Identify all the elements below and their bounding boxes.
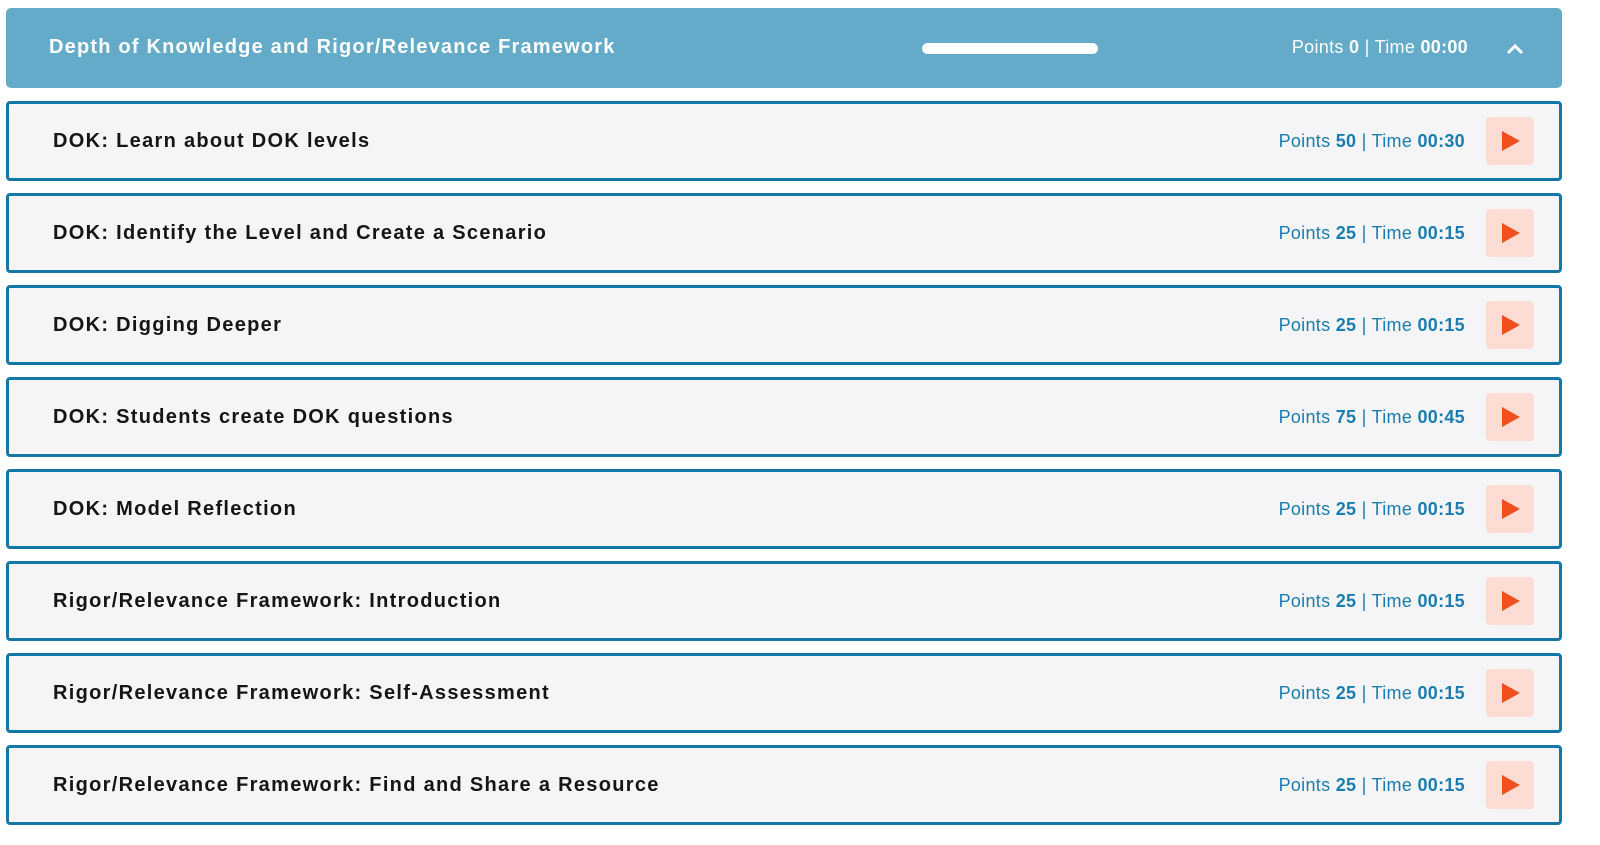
activity-title: DOK: Students create DOK questions [53,406,454,428]
play-button[interactable] [1486,485,1534,533]
play-icon [1502,407,1520,427]
play-button[interactable] [1486,669,1534,717]
activity-row[interactable]: DOK: Digging Deeper Points 25 | Time 00:… [6,285,1562,365]
progress-bar [922,43,1098,54]
chevron-up-icon[interactable] [1504,38,1526,60]
play-button[interactable] [1486,577,1534,625]
play-button[interactable] [1486,301,1534,349]
play-icon [1502,131,1520,151]
activity-row[interactable]: DOK: Students create DOK questions Point… [6,377,1562,457]
module-title: Depth of Knowledge and Rigor/Relevance F… [49,36,616,58]
activity-meta: Points 25 | Time 00:15 [1278,775,1465,795]
activity-title: Rigor/Relevance Framework: Self-Assessme… [53,682,550,704]
activity-title: DOK: Digging Deeper [53,314,283,336]
play-button[interactable] [1486,209,1534,257]
activity-row[interactable]: DOK: Learn about DOK levels Points 50 | … [6,101,1562,181]
activity-row[interactable]: Rigor/Relevance Framework: Find and Shar… [6,745,1562,825]
play-icon [1502,223,1520,243]
activity-meta: Points 50 | Time 00:30 [1278,131,1465,151]
play-icon [1502,315,1520,335]
activity-title: Rigor/Relevance Framework: Find and Shar… [53,774,660,796]
activity-meta: Points 75 | Time 00:45 [1278,407,1465,427]
activity-row[interactable]: Rigor/Relevance Framework: Introduction … [6,561,1562,641]
play-icon [1502,499,1520,519]
play-icon [1502,683,1520,703]
activity-row[interactable]: Rigor/Relevance Framework: Self-Assessme… [6,653,1562,733]
activity-meta: Points 25 | Time 00:15 [1278,591,1465,611]
activity-meta: Points 25 | Time 00:15 [1278,499,1465,519]
activity-title: DOK: Identify the Level and Create a Sce… [53,222,548,244]
play-icon [1502,775,1520,795]
play-button[interactable] [1486,393,1534,441]
module-header[interactable]: Depth of Knowledge and Rigor/Relevance F… [6,8,1562,88]
activity-row[interactable]: DOK: Model Reflection Points 25 | Time 0… [6,469,1562,549]
activity-meta: Points 25 | Time 00:15 [1278,315,1465,335]
play-button[interactable] [1486,117,1534,165]
activity-meta: Points 25 | Time 00:15 [1278,683,1465,703]
activity-title: DOK: Model Reflection [53,498,297,520]
activity-row[interactable]: DOK: Identify the Level and Create a Sce… [6,193,1562,273]
activity-title: Rigor/Relevance Framework: Introduction [53,590,502,612]
module-meta: Points 0 | Time 00:00 [1291,37,1468,57]
play-button[interactable] [1486,761,1534,809]
play-icon [1502,591,1520,611]
activity-meta: Points 25 | Time 00:15 [1278,223,1465,243]
activity-title: DOK: Learn about DOK levels [53,130,371,152]
